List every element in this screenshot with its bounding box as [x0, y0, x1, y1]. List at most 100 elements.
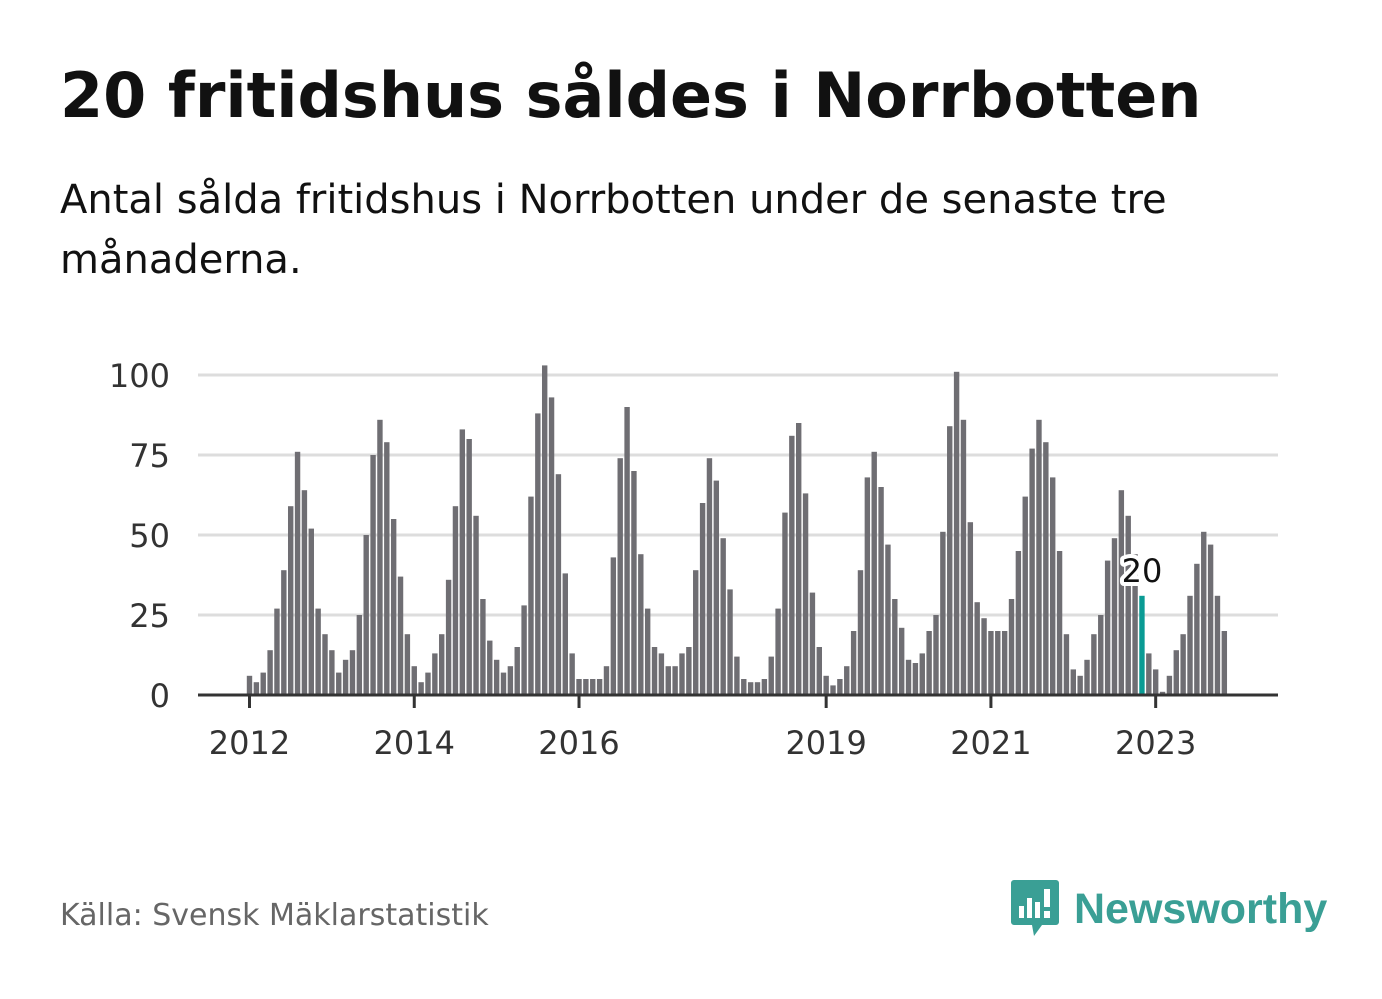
bar — [487, 640, 493, 695]
bar — [459, 429, 466, 695]
bar — [294, 451, 301, 695]
bar — [466, 439, 472, 695]
bar — [1111, 538, 1118, 695]
bar — [933, 615, 939, 695]
chart-title: 20 fritidshus såldes i Norrbotten — [60, 59, 1202, 132]
bar — [1194, 563, 1200, 695]
bar — [562, 573, 568, 695]
bar — [864, 477, 871, 695]
bar — [555, 474, 562, 695]
bar — [658, 653, 665, 695]
bar — [301, 490, 308, 695]
bar — [521, 605, 527, 695]
bar — [370, 455, 376, 695]
bar — [1022, 496, 1028, 695]
bar — [885, 544, 891, 695]
bar — [1146, 653, 1152, 695]
bar — [768, 656, 774, 695]
bar — [425, 672, 431, 695]
x-axis-ticks: 2012 2014 2016 2019 2021 2023 — [209, 695, 1196, 762]
chart-subtitle: Antal sålda fritidshus i Norrbotten unde… — [60, 177, 1167, 283]
bar — [617, 458, 623, 695]
newsworthy-logo-icon — [1011, 880, 1059, 936]
bar — [947, 426, 953, 695]
y-tick-label: 50 — [129, 517, 170, 555]
bar — [260, 672, 266, 695]
bar — [1098, 615, 1104, 695]
bar — [782, 512, 788, 695]
bar — [287, 506, 294, 695]
bar — [699, 503, 706, 695]
bar — [281, 570, 287, 695]
bar — [802, 493, 809, 695]
bar — [844, 666, 850, 695]
bar — [274, 608, 280, 695]
bar — [541, 365, 548, 695]
y-tick-label: 75 — [129, 437, 170, 475]
bar — [816, 647, 822, 695]
bar — [706, 458, 713, 695]
bar — [1050, 477, 1056, 695]
bar — [651, 647, 658, 695]
source-note: Källa: Svensk Mäklarstatistik — [60, 898, 489, 933]
bar — [761, 679, 768, 695]
bar — [1091, 634, 1097, 695]
bar — [775, 608, 781, 695]
bar — [837, 679, 843, 695]
bar — [583, 679, 589, 695]
bar — [603, 666, 610, 695]
bar — [988, 631, 994, 695]
bar — [411, 666, 417, 695]
bar — [953, 371, 960, 695]
bar-chart: 0 25 50 75 100 2012 2014 2016 2019 2021 2023 20 — [109, 357, 1278, 762]
bar — [1084, 659, 1090, 695]
bar — [404, 634, 411, 695]
bar — [713, 480, 720, 695]
bar — [363, 535, 369, 695]
bar — [981, 618, 987, 695]
bar — [919, 653, 925, 695]
bar — [336, 672, 342, 695]
bar — [514, 647, 520, 695]
bar — [1063, 634, 1070, 695]
bar — [789, 435, 795, 695]
bar — [1015, 551, 1022, 695]
bar — [624, 407, 630, 695]
bar — [898, 627, 905, 695]
bar — [878, 487, 884, 695]
bar — [727, 589, 733, 695]
bar — [528, 496, 534, 695]
brand-name: Newsworthy — [1074, 884, 1328, 933]
bar — [672, 666, 678, 695]
bar — [871, 451, 877, 695]
bar — [1180, 634, 1186, 695]
bar — [857, 570, 864, 695]
bar — [445, 579, 452, 695]
bar — [342, 659, 349, 695]
bar — [1214, 595, 1221, 695]
bar — [1159, 691, 1166, 695]
bar — [507, 666, 514, 695]
bar — [480, 599, 486, 695]
bar — [926, 631, 932, 695]
x-tick-label: 2014 — [374, 724, 455, 762]
bar — [631, 471, 637, 695]
bar — [1152, 669, 1159, 695]
bar — [329, 650, 335, 695]
bar — [418, 682, 424, 695]
bar — [693, 570, 699, 695]
bar — [452, 506, 459, 695]
bar — [1132, 554, 1138, 695]
bar — [1125, 515, 1131, 695]
bars — [246, 365, 1228, 695]
bar — [377, 419, 383, 695]
bar — [576, 679, 582, 695]
bar — [246, 675, 253, 695]
bar — [1029, 448, 1035, 695]
bar — [1056, 551, 1063, 695]
bar — [596, 679, 603, 695]
bar — [850, 631, 857, 695]
data-labels: 20 — [1118, 548, 1167, 594]
bar — [1201, 531, 1207, 695]
bar — [1008, 599, 1015, 695]
